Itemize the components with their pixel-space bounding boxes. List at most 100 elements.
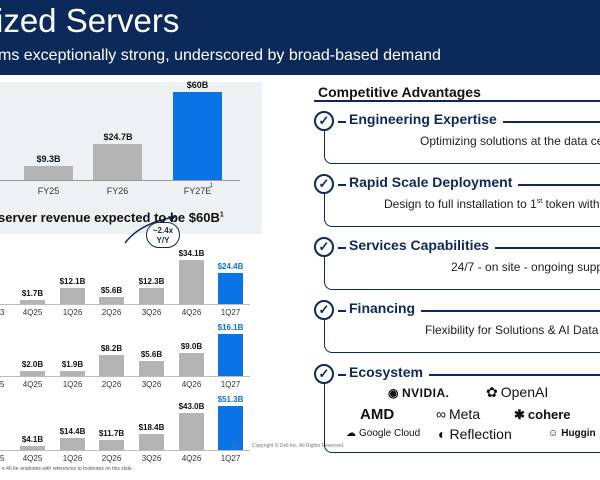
- quarter-bar-value: $1.7B: [21, 289, 44, 298]
- advantage-heading: Engineering Expertise: [349, 111, 497, 127]
- annual-bar-footnote-ref: 1: [209, 183, 213, 189]
- advantage-heading: Financing: [349, 300, 416, 316]
- growth-callout: ~2.4x Y/Y: [146, 222, 180, 248]
- callout-period: Y/Y: [156, 236, 170, 245]
- quarter-bar-1q26: [60, 437, 85, 450]
- amd-wordmark: AMD: [360, 406, 395, 423]
- advantage-ecosystem: ✓ Ecosystem ◉ NVIDIA. ✿ OpenAI AMD ∞ Meta ✱ cohere…: [314, 364, 600, 453]
- quarter-bar-value: $5.6B: [140, 350, 163, 360]
- advantage-bracket: [324, 310, 600, 353]
- partial-category: 3: [0, 308, 5, 317]
- meta-icon: ∞: [436, 406, 446, 422]
- quarterly-chart-1: 3 $1.7B 4Q25 $12.1B 1Q26 $5.6B 2Q26 $12.3B 3Q26 $…: [0, 248, 262, 318]
- quarter-bar-1q26: [60, 371, 85, 376]
- quarter-category: 4Q25: [22, 380, 43, 389]
- hugging-icon: ☺: [548, 428, 559, 439]
- hugging-wordmark: Huggin: [561, 428, 596, 439]
- quarter-bar-4q26: [179, 260, 204, 304]
- quarter-bar-value: $14.4B: [59, 426, 86, 436]
- reflection-wordmark: Reflection: [449, 426, 512, 442]
- meta-wordmark: Meta: [448, 406, 481, 422]
- annual-bar-category: FY25: [37, 186, 60, 196]
- connector-line: [338, 374, 346, 376]
- annual-axis-line: [0, 180, 240, 181]
- advantage-description: Optimizing solutions at the data cen: [420, 134, 600, 148]
- reflection-icon: ◐: [438, 426, 447, 442]
- quarter-category: 2Q26: [101, 454, 122, 463]
- quarter-bar-value: $43.0B: [178, 402, 205, 412]
- advantage-description: 24/7 - on site - ongoing suppo: [451, 260, 600, 274]
- quarter-bar-value: $12.3B: [138, 277, 165, 287]
- heading-rule: [421, 310, 600, 312]
- quarter-bar-value: $4.1B: [21, 435, 44, 444]
- quarter-category: 1Q27: [220, 380, 241, 389]
- expectation-text: server revenue expected to be $60B: [0, 210, 220, 225]
- footnote: e 46 for endnotes with references to foo…: [2, 466, 133, 472]
- partial-category: 5: [0, 454, 5, 463]
- quarter-category: 3Q26: [141, 380, 162, 389]
- quarter-bar-value: $11.7B: [98, 428, 125, 438]
- check-circle-icon: ✓: [314, 174, 334, 194]
- advantage-heading: Rapid Scale Deployment: [349, 174, 513, 190]
- advantage-bracket: [324, 247, 600, 290]
- quarter-category: 4Q25: [22, 308, 43, 317]
- check-circle-icon: ✓: [314, 300, 334, 320]
- advantage-bracket: [324, 184, 600, 227]
- page-number: 10: [232, 443, 238, 449]
- heading-rule: [429, 374, 600, 376]
- quarter-bar-value: $2.0B: [21, 359, 44, 369]
- annual-bar-category: FY27E: [183, 186, 212, 196]
- nvidia-icon: ◉: [388, 386, 399, 400]
- quarter-bar-4q25: [20, 300, 45, 304]
- annual-bar-value: $24.7B: [103, 131, 133, 142]
- annual-bar-value: $60B: [186, 80, 209, 90]
- quarter-category: 1Q27: [220, 308, 241, 317]
- heading-rule: [518, 184, 600, 186]
- annual-revenue-chart: ~2.4x Y/Y $9.3B FY25 $24.7B FY26 $60B FY27E 1: [0, 80, 262, 248]
- advantage-heading: Ecosystem: [349, 364, 423, 380]
- quarter-category: 3Q26: [141, 308, 162, 317]
- quarter-bar-3q26: [139, 361, 164, 376]
- connector-line: [338, 121, 346, 123]
- cohere-icon: ✱: [514, 407, 525, 422]
- desc-part: token with e: [545, 197, 600, 211]
- quarter-bar-3q26: [139, 434, 164, 450]
- advantage-services-capabilities: ✓ Services Capabilities 24/7 - on site - o…: [314, 237, 600, 290]
- google-logo: ☁ Google Cloud: [346, 428, 420, 439]
- quarterly-chart-2: 5 $2.0B 4Q25 $1.9B 1Q26 $8.2B 2Q26 $5.6B 3Q26 $9.…: [0, 322, 262, 390]
- quarter-bar-4q25: [20, 446, 45, 450]
- expectation-footnote-ref: 1: [219, 211, 224, 219]
- quarter-bar-value: $34.1B: [178, 249, 205, 258]
- quarter-bar-2q26: [99, 296, 124, 304]
- quarter-axis-line: [0, 376, 250, 377]
- connector-line: [338, 310, 346, 312]
- advantage-heading: Services Capabilities: [349, 237, 490, 253]
- cohere-wordmark: cohere: [527, 407, 571, 422]
- check-circle-icon: ✓: [314, 364, 334, 384]
- annual-bar-fy26: [93, 143, 142, 180]
- heading-rule: [495, 247, 600, 249]
- quarter-bar-3q26: [139, 288, 164, 304]
- advantage-bracket: [324, 121, 600, 164]
- openai-wordmark: OpenAI: [500, 384, 549, 400]
- advantages-rule: [314, 100, 600, 102]
- advantage-financing: ✓ Financing Flexibility for Solutions & AI…: [314, 300, 600, 353]
- amd-logo: AMD: [360, 406, 394, 423]
- quarter-bar-4q26: [179, 352, 204, 376]
- check-circle-icon: ✓: [314, 237, 334, 257]
- cohere-logo: ✱ cohere: [514, 407, 571, 423]
- quarterly-chart-3: 5 $4.1B 4Q25 $14.4B 1Q26 $11.7B 2Q26 $18.4B 3Q26…: [0, 394, 262, 464]
- annual-bar-fy27e: [173, 92, 222, 180]
- quarter-category: 1Q26: [62, 454, 83, 463]
- openai-icon: ✿: [486, 384, 498, 400]
- quarter-bar-value: $5.6B: [100, 285, 123, 295]
- quarter-bar-4q25: [20, 370, 45, 376]
- quarter-category: 4Q25: [22, 454, 43, 463]
- quarter-category: 1Q27: [220, 454, 241, 463]
- desc-part: Design to full installation to 1: [384, 197, 537, 211]
- slide-subtitle: ms exceptionally strong, underscored by …: [0, 47, 441, 64]
- quarter-bar-2q26: [99, 439, 124, 450]
- advantage-engineering-expertise: ✓ Engineering Expertise Optimizing solutio…: [314, 111, 600, 164]
- copyright: Copyright © Dell Inc. All Rights Reserve…: [252, 443, 345, 449]
- callout-multiplier: ~2.4x: [152, 226, 174, 235]
